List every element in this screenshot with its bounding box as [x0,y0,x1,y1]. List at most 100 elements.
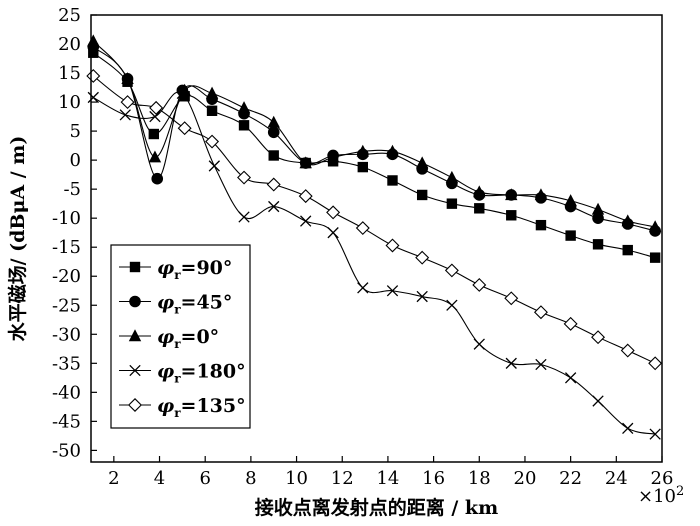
x-tick-label: 12 [331,468,354,489]
data-point [177,121,192,136]
y-tick-label: -20 [52,266,81,287]
x-tick-label: 8 [245,468,256,489]
data-point [445,170,459,183]
y-tick-label: 25 [58,5,81,26]
data-point [87,91,99,104]
data-point [648,356,663,371]
data-point [649,252,661,263]
y-tick-label: 20 [58,34,81,55]
data-point [357,161,368,173]
data-point [386,285,399,297]
legend-subscript: r [174,268,181,282]
data-point [534,188,548,201]
data-point [268,150,279,161]
data-point [622,422,634,434]
tick-labels: 2 4 6 8 10 12 14 16 18 20 22 24 262520151050-5-10-15… [52,5,673,489]
data-point [87,34,100,47]
data-point [300,215,312,227]
legend-symbol: φ [157,361,174,383]
data-point [473,338,485,350]
legend-symbol: φ [157,395,174,417]
data-point [86,68,101,83]
data-point [88,47,99,58]
legend-item: φr=135° [119,395,246,420]
legend-label: φr=135° [157,395,246,420]
data-point [299,156,312,169]
y-tick-label: -10 [52,208,81,229]
y-tick-label: 15 [58,63,81,84]
legend-equals: = [181,361,197,383]
series-2 [87,34,662,233]
x-axis-label: 接收点离发射点的距离 / km [255,496,498,519]
data-point [415,250,430,265]
legend-marker [128,398,142,412]
data-point [149,100,164,115]
series-line [92,52,656,259]
data-point [121,72,134,85]
x-tick-label: 10 [285,468,308,489]
x-tick-label: 24 [605,468,628,489]
data-point [505,357,517,369]
y-tick-label: 0 [70,150,81,171]
data-point [474,203,485,214]
legend-series-name: 0° [196,326,219,348]
data-point [415,156,429,169]
data-point [592,212,604,224]
data-point [326,205,341,220]
data-point [591,202,605,215]
x-tick-label: 20 [514,468,537,489]
plot-frame [90,14,663,463]
data-point [446,198,458,209]
data-point [535,358,547,371]
data-point [326,150,340,163]
data-point [385,238,400,253]
y-axis-label: 水平磁场/ (dBμA / m) [6,136,29,342]
data-point [446,299,458,311]
data-point [564,194,577,206]
data-point [119,109,131,121]
data-point [416,290,428,303]
series-0 [88,47,661,263]
legend-equals: = [181,292,197,314]
y-tick-label: -45 [52,411,81,432]
legend-subscript: r [174,303,181,317]
data-point [148,150,162,163]
series-1 [87,41,661,237]
x-axis-multiplier: ×102 [638,484,684,507]
x-tick-label: 6 [199,468,210,489]
series-3 [87,87,661,440]
data-point [592,395,604,407]
legend-item: φr=180° [119,361,246,386]
data-point [176,87,189,100]
data-point [535,219,547,231]
data-point [620,343,635,358]
data-point [120,95,135,110]
legend-label: φr=90° [157,257,232,282]
data-point [149,110,161,123]
data-point [356,144,369,157]
x-tick-label: 16 [422,468,445,489]
legend-series-name: 45° [196,292,232,314]
legend-symbol: φ [157,326,174,348]
data-point [504,291,519,306]
legend-series-name: 180° [196,361,245,383]
legend-subscript: r [174,372,181,386]
series-4 [86,68,663,371]
data-point [387,175,398,186]
legend-subscript: r [174,337,181,351]
legend-marker [129,364,141,377]
legend-marker [129,261,141,273]
legend-item: φr=0° [119,326,219,351]
legend-equals: = [181,326,197,348]
legend-item: φr=90° [119,257,232,282]
legend-series-name: 135° [196,395,245,417]
data-point [355,221,370,236]
legend-equals: = [181,257,197,279]
legend-marker [128,329,142,342]
data-point [237,170,252,185]
data-point [563,316,578,331]
x-tick-label: 18 [468,468,491,489]
legend-label: φr=180° [157,361,246,386]
data-point [444,263,459,278]
